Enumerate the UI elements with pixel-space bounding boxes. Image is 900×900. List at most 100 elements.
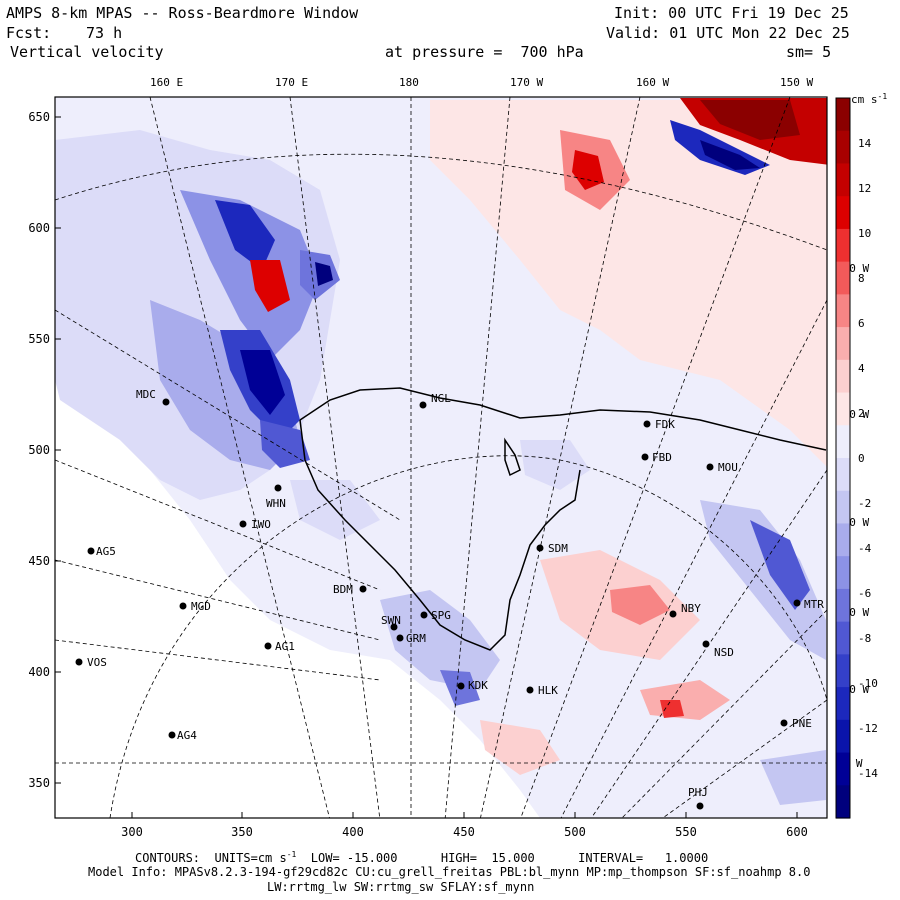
station-label: SPG — [431, 609, 451, 622]
colorbar-swatch — [836, 588, 850, 623]
colorbar-label: 12 — [858, 182, 871, 195]
x-axis-ticks — [131, 812, 798, 818]
station-markers — [75, 398, 801, 810]
station-label: WHN — [266, 497, 286, 510]
station-label: MTR — [804, 598, 824, 611]
colorbar-swatch — [836, 490, 850, 525]
svg-text:300: 300 — [121, 825, 143, 839]
forecast-label: Fcst: — [6, 24, 52, 42]
colorbar-swatch — [836, 261, 850, 295]
svg-text:500: 500 — [28, 443, 50, 457]
colorbar-swatch — [836, 98, 850, 132]
colorbar-label: -12 — [858, 722, 878, 735]
colorbar-label: -8 — [858, 632, 871, 645]
lon-label-160e: 160 E — [150, 76, 184, 89]
colorbar-labels: 14 12 10 8 6 4 2 0 -2 -4 -6 -8 -10 -12 -… — [858, 137, 878, 780]
colorbar-swatch — [836, 556, 850, 590]
station-label: KDK — [468, 679, 488, 692]
station-label: AG1 — [275, 640, 295, 653]
station-dot — [420, 611, 428, 619]
station-dot — [162, 398, 170, 406]
y-axis: 650 600 550 500 450 400 350 — [28, 110, 50, 790]
lon-label-160w: 160 W — [636, 76, 670, 89]
station-dot — [457, 682, 465, 690]
station-label: AG4 — [177, 729, 197, 742]
colorbar-swatch — [836, 687, 850, 721]
colorbar-swatch — [836, 458, 850, 492]
x-axis: 300 350 400 450 500 550 600 — [121, 825, 808, 839]
contour-info: CONTOURS: UNITS=cm s-1 LOW= -15.000 HIGH… — [135, 850, 709, 865]
station-dot — [87, 547, 95, 555]
svg-text:600: 600 — [786, 825, 808, 839]
y-axis-ticks — [55, 116, 61, 784]
model-info: Model Info: MPASv8.2.3-194-gf29cd82c CU:… — [88, 865, 811, 879]
station-dot — [390, 623, 398, 631]
colorbar-swatch — [836, 719, 850, 754]
colorbar-swatch — [836, 163, 850, 197]
map-title: AMPS 8-km MPAS -- Ross-Beardmore Window — [6, 4, 359, 22]
lon-label-170w: 170 W — [510, 76, 544, 89]
colorbar — [835, 97, 851, 819]
station-dot — [419, 401, 427, 409]
colorbar-swatch — [836, 392, 850, 426]
station-dot — [536, 544, 544, 552]
station-label: AG5 — [96, 545, 116, 558]
station-label: GRM — [406, 632, 426, 645]
map-border — [54, 96, 828, 819]
colorbar-swatch — [836, 196, 850, 230]
colorbar-label: 2 — [858, 407, 865, 420]
colorbar-swatch — [836, 752, 850, 786]
colorbar-label: 8 — [858, 272, 865, 285]
station-label: SDM — [548, 542, 568, 555]
station-dot — [706, 463, 714, 471]
colorbar-swatch — [836, 654, 850, 688]
lon-label-180: 180 — [399, 76, 419, 89]
colorbar-label: 6 — [858, 317, 865, 330]
init-time: Init: 00 UTC Fri 19 Dec 25 — [614, 4, 849, 22]
station-dot — [359, 585, 367, 593]
station-dot — [274, 484, 282, 492]
colorbar-label: -14 — [858, 767, 878, 780]
smoothing-value: sm= 5 — [786, 43, 832, 61]
colorbar-swatch — [836, 228, 850, 263]
station-label: BDM — [333, 583, 353, 596]
variable-name: Vertical velocity — [10, 43, 164, 61]
station-dot — [264, 642, 272, 650]
svg-text:450: 450 — [28, 554, 50, 568]
colorbar-label: 14 — [858, 137, 872, 150]
station-dot — [669, 610, 677, 618]
colorbar-label: -4 — [858, 542, 872, 555]
pressure-level: at pressure = 700 hPa — [385, 43, 584, 61]
station-label: PNE — [792, 717, 812, 730]
lon-label-150w: 150 W — [780, 76, 814, 89]
station-dot — [396, 634, 404, 642]
station-dot — [75, 658, 83, 666]
station-label: HLK — [538, 684, 558, 697]
colorbar-label: 10 — [858, 227, 871, 240]
station-dot — [780, 719, 788, 727]
station-dot — [526, 686, 534, 694]
colorbar-label: 4 — [858, 362, 865, 375]
colorbar-swatch — [836, 621, 850, 655]
colorbar-swatch — [836, 130, 850, 165]
coastline — [299, 387, 827, 651]
station-label: MGD — [191, 600, 211, 613]
svg-text:550: 550 — [28, 332, 50, 346]
svg-text:400: 400 — [342, 825, 364, 839]
station-dot — [643, 420, 651, 428]
colorbar-label: 0 — [858, 452, 865, 465]
station-label: NBY — [681, 602, 701, 615]
station-label: NSD — [714, 646, 734, 659]
colorbar-swatch — [836, 785, 850, 819]
graticule — [55, 97, 827, 818]
station-label: MDC — [136, 388, 156, 401]
lon-label-170e: 170 E — [275, 76, 309, 89]
station-label: IWO — [251, 518, 271, 531]
svg-text:400: 400 — [28, 665, 50, 679]
station-dot — [793, 599, 801, 607]
svg-text:500: 500 — [564, 825, 586, 839]
station-dot — [168, 731, 176, 739]
colorbar-swatch — [836, 294, 850, 328]
map-panel — [55, 97, 827, 818]
